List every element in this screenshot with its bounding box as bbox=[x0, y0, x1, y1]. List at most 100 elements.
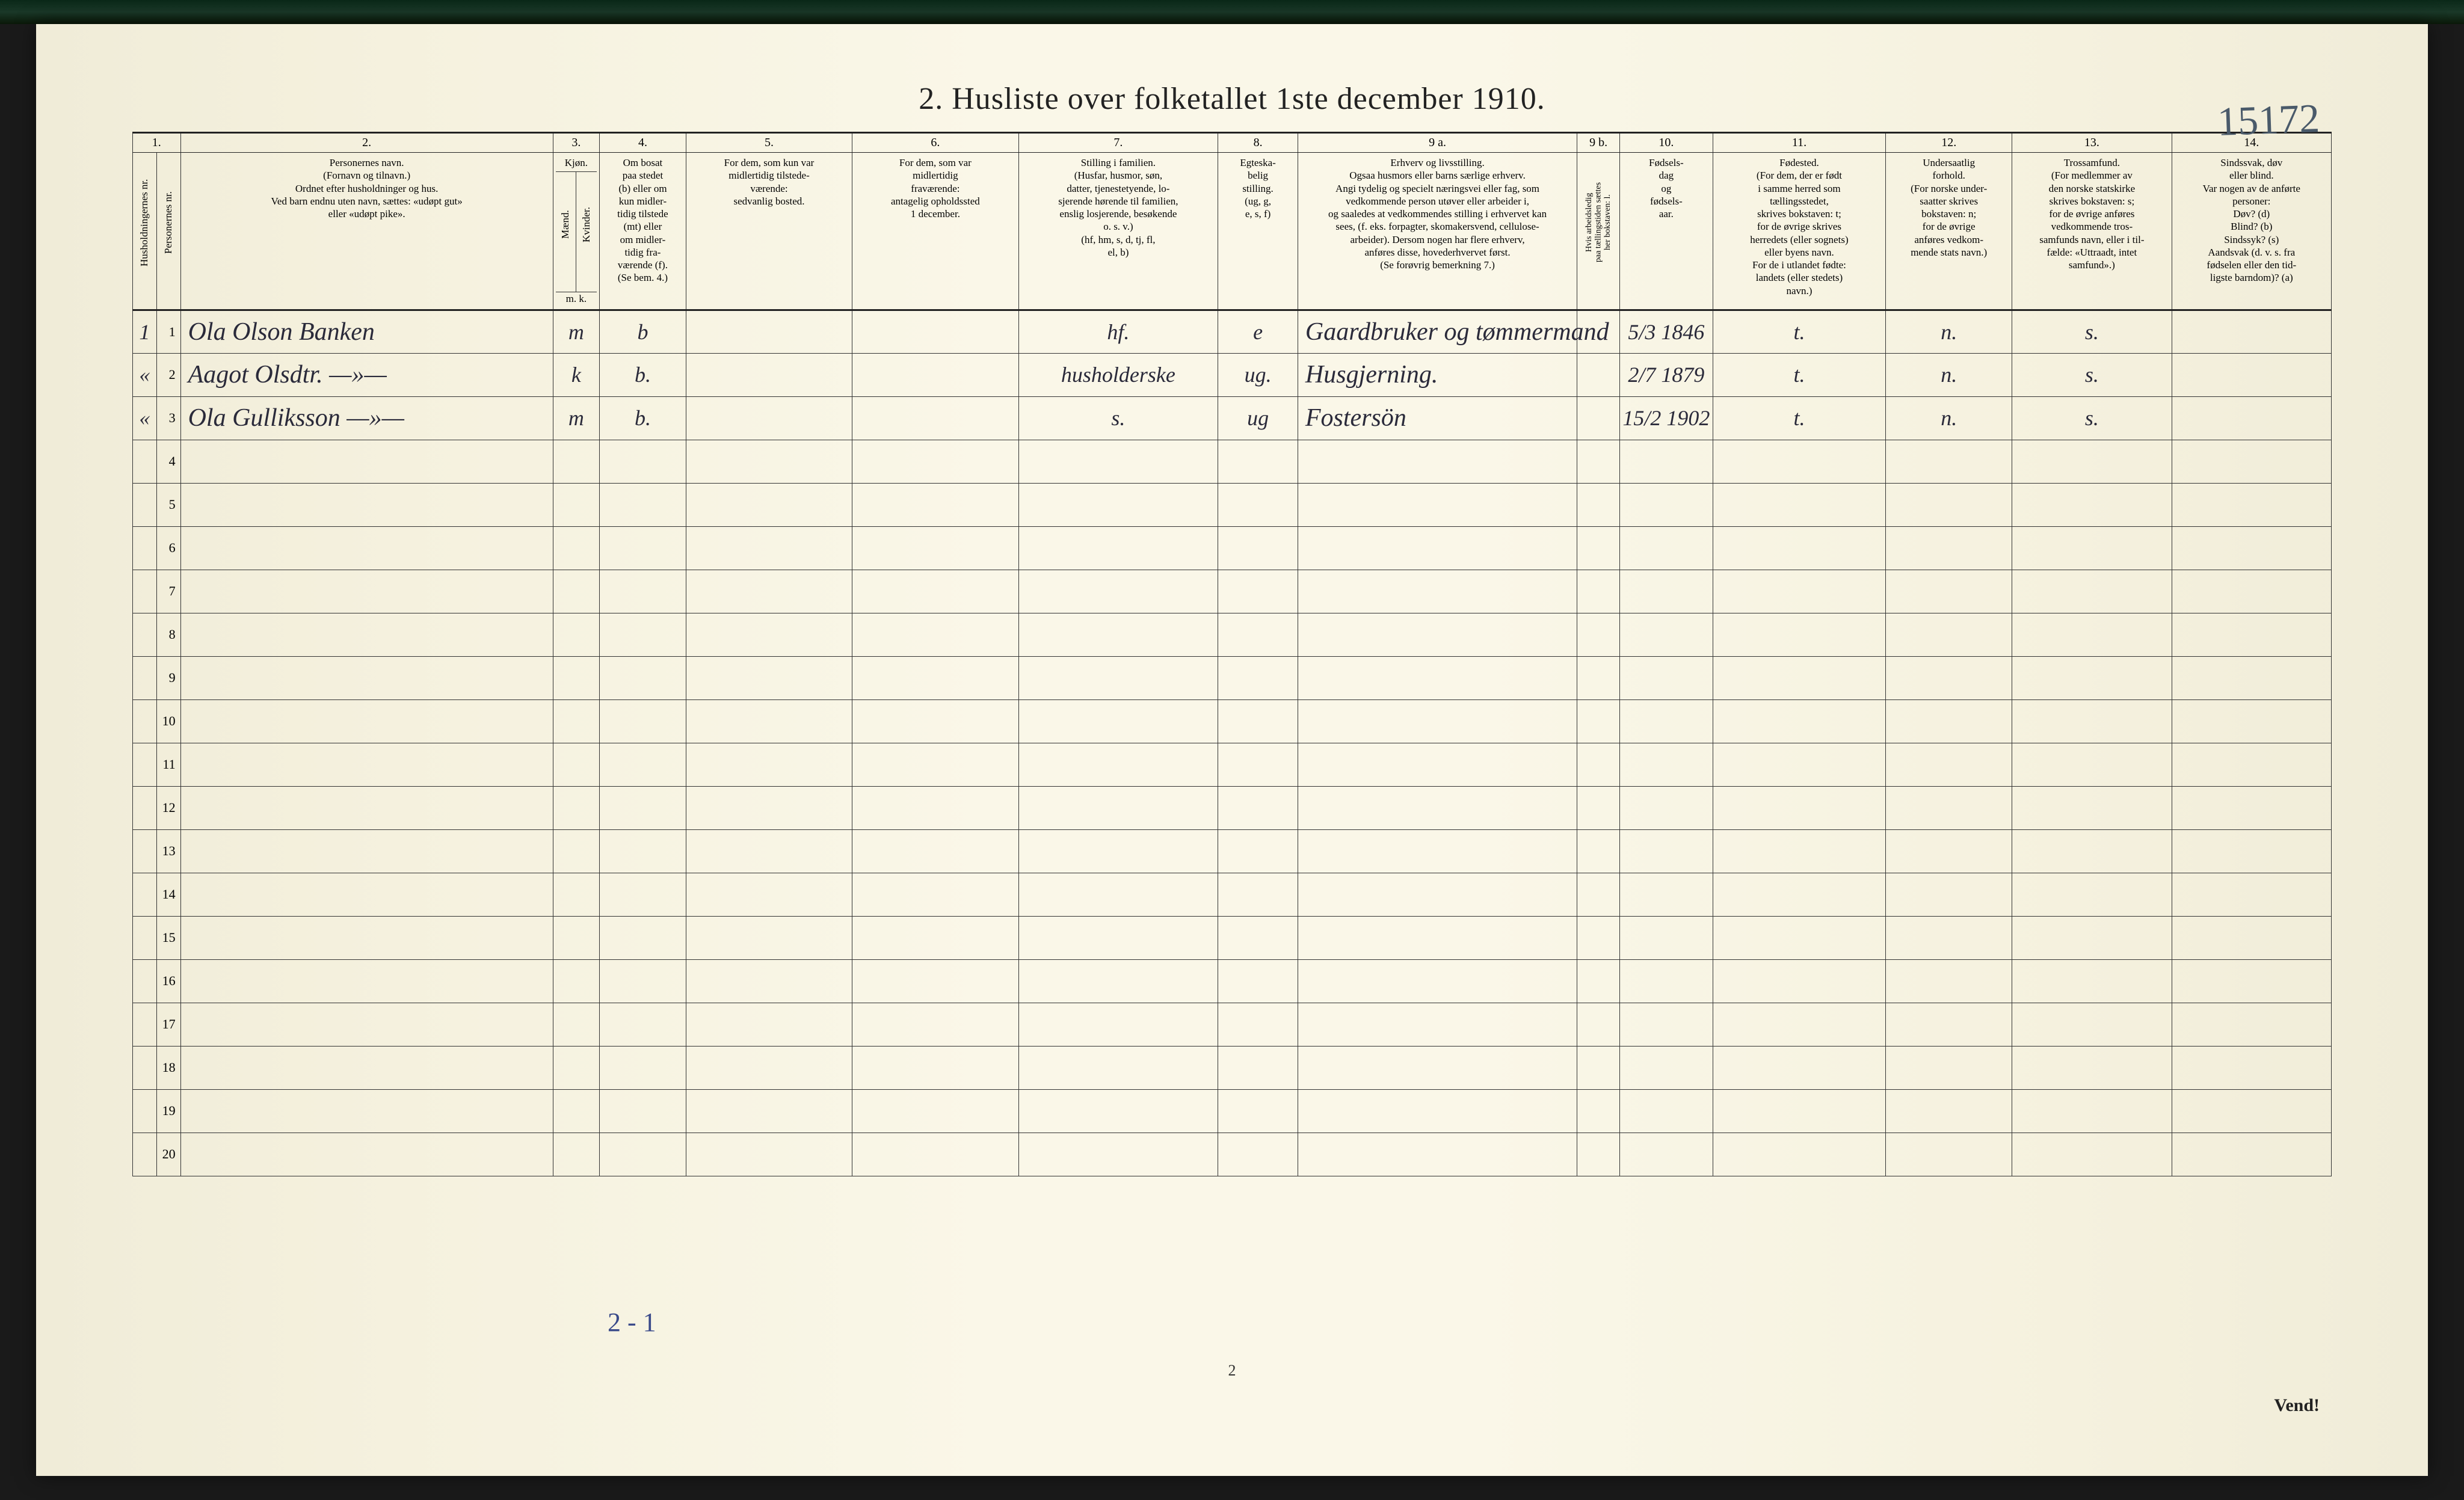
cell-empty bbox=[1018, 440, 1218, 483]
cell-empty bbox=[1218, 526, 1298, 570]
cell-empty bbox=[1577, 916, 1620, 959]
cell-empty bbox=[180, 1133, 553, 1176]
cell-empty bbox=[1713, 613, 1885, 656]
cell-empty bbox=[553, 1003, 599, 1046]
page-title: 2. Husliste over folketallet 1ste decemb… bbox=[36, 24, 2428, 132]
cell-empty bbox=[852, 743, 1018, 786]
cell-empty bbox=[686, 656, 852, 699]
cell-empty bbox=[1619, 526, 1713, 570]
cell-empty bbox=[1577, 483, 1620, 526]
census-page: 2. Husliste over folketallet 1ste decemb… bbox=[36, 24, 2428, 1476]
colnum-7: 7. bbox=[1018, 133, 1218, 153]
cell-empty bbox=[1298, 786, 1577, 829]
cell-empty bbox=[133, 570, 157, 613]
cell-empty bbox=[133, 526, 157, 570]
cell-c12: n. bbox=[1886, 396, 2012, 440]
census-table: 1. 2. 3. 4. 5. 6. 7. 8. 9 a. 9 b. 10. 11… bbox=[132, 132, 2332, 1176]
cell-empty bbox=[180, 959, 553, 1003]
cell-c10: 2/7 1879 bbox=[1619, 353, 1713, 396]
cell-empty bbox=[180, 873, 553, 916]
cell-empty bbox=[852, 656, 1018, 699]
cell-empty bbox=[1218, 829, 1298, 873]
table-row-empty: 9 bbox=[133, 656, 2332, 699]
colnum-9b: 9 b. bbox=[1577, 133, 1620, 153]
cell-empty bbox=[1713, 570, 1885, 613]
cell-residence: b. bbox=[600, 353, 686, 396]
cell-empty bbox=[180, 656, 553, 699]
cell-residence: b bbox=[600, 310, 686, 353]
colnum-8: 8. bbox=[1218, 133, 1298, 153]
cell-empty bbox=[553, 570, 599, 613]
header-col9a: Erhverv og livsstilling. Ogsaa husmors e… bbox=[1298, 153, 1577, 310]
cell-empty bbox=[852, 526, 1018, 570]
cell-empty bbox=[1713, 916, 1885, 959]
cell-c7: husholderske bbox=[1018, 353, 1218, 396]
cell-c9a: Gaardbruker og tømmermand bbox=[1298, 310, 1577, 353]
table-container: 1. 2. 3. 4. 5. 6. 7. 8. 9 a. 9 b. 10. 11… bbox=[36, 132, 2428, 1176]
cell-empty bbox=[1619, 440, 1713, 483]
cell-empty bbox=[1298, 526, 1577, 570]
header-col12: Undersaatlig forhold. (For norske under-… bbox=[1886, 153, 2012, 310]
cell-empty bbox=[1886, 526, 2012, 570]
cell-c10: 5/3 1846 bbox=[1619, 310, 1713, 353]
colnum-1: 1. bbox=[133, 133, 181, 153]
cell-empty bbox=[2012, 786, 2172, 829]
table-row-empty: 18 bbox=[133, 1046, 2332, 1089]
colnum-9a: 9 a. bbox=[1298, 133, 1577, 153]
header-household-nr: Husholdningernes nr. bbox=[133, 153, 157, 310]
cell-empty bbox=[133, 873, 157, 916]
cell-empty bbox=[1713, 959, 1885, 1003]
cell-person-nr: 3 bbox=[156, 396, 180, 440]
cell-empty bbox=[1713, 1003, 1885, 1046]
cell-person-nr: 2 bbox=[156, 353, 180, 396]
cell-person-nr: 19 bbox=[156, 1089, 180, 1133]
cell-empty bbox=[2172, 526, 2331, 570]
cell-empty bbox=[2172, 1046, 2331, 1089]
cell-c7: hf. bbox=[1018, 310, 1218, 353]
table-row-empty: 15 bbox=[133, 916, 2332, 959]
cell-empty bbox=[686, 1133, 852, 1176]
cell-empty bbox=[180, 1003, 553, 1046]
cell-empty bbox=[1577, 570, 1620, 613]
cell-c11: t. bbox=[1713, 396, 1885, 440]
cell-empty bbox=[553, 699, 599, 743]
bottom-handwritten-note: 2 - 1 bbox=[608, 1307, 656, 1338]
table-row-empty: 6 bbox=[133, 526, 2332, 570]
cell-empty bbox=[2012, 1133, 2172, 1176]
cell-empty bbox=[1218, 1089, 1298, 1133]
cell-empty bbox=[686, 743, 852, 786]
cell-empty bbox=[1619, 959, 1713, 1003]
cell-name: Aagot Olsdtr. —»— bbox=[180, 353, 553, 396]
cell-empty bbox=[553, 959, 599, 1003]
cell-empty bbox=[1886, 1003, 2012, 1046]
cell-empty bbox=[180, 916, 553, 959]
cell-household: « bbox=[133, 353, 157, 396]
cell-empty bbox=[1577, 829, 1620, 873]
cell-empty bbox=[2172, 916, 2331, 959]
cell-empty bbox=[686, 440, 852, 483]
cell-c11: t. bbox=[1713, 310, 1885, 353]
cell-empty bbox=[1619, 656, 1713, 699]
cell-empty bbox=[2012, 916, 2172, 959]
cell-empty bbox=[1577, 613, 1620, 656]
table-row-empty: 8 bbox=[133, 613, 2332, 656]
cell-empty bbox=[2172, 483, 2331, 526]
cell-empty bbox=[1218, 656, 1298, 699]
cell-empty bbox=[1577, 526, 1620, 570]
colnum-6: 6. bbox=[852, 133, 1018, 153]
cell-empty bbox=[600, 829, 686, 873]
cell-empty bbox=[600, 526, 686, 570]
cell-empty bbox=[852, 829, 1018, 873]
cell-empty bbox=[600, 786, 686, 829]
cell-empty bbox=[1619, 786, 1713, 829]
header-col9b: Hvis arbeidsledig paa tællingstiden sætt… bbox=[1577, 153, 1620, 310]
cell-empty bbox=[180, 526, 553, 570]
table-row-empty: 16 bbox=[133, 959, 2332, 1003]
cell-empty bbox=[553, 613, 599, 656]
cell-empty bbox=[1018, 1003, 1218, 1046]
cell-person-nr: 12 bbox=[156, 786, 180, 829]
cell-empty bbox=[1018, 873, 1218, 916]
cell-empty bbox=[553, 873, 599, 916]
cell-person-nr: 18 bbox=[156, 1046, 180, 1089]
cell-empty bbox=[1298, 873, 1577, 916]
